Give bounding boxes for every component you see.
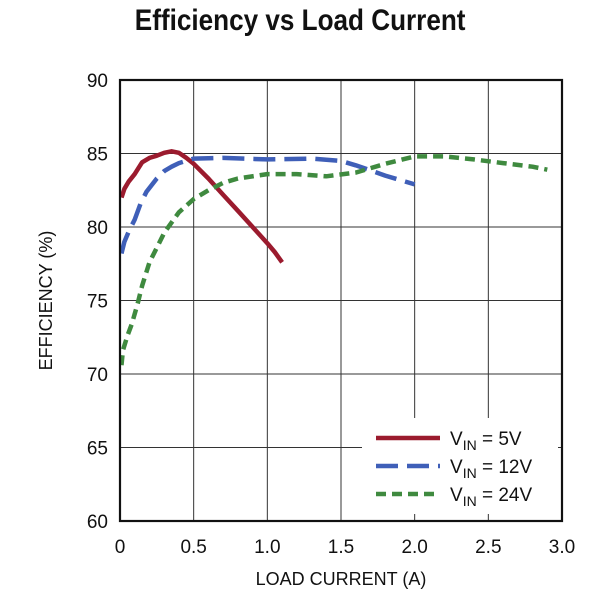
x-tick-label: 1.0 (254, 537, 280, 558)
x-tick-label: 0.5 (180, 537, 206, 558)
y-tick-label: 80 (87, 218, 108, 239)
chart-title: Efficiency vs Load Current (134, 4, 466, 37)
y-tick-label: 65 (87, 439, 108, 460)
x-axis-label: LOAD CURRENT (A) (256, 569, 427, 589)
series-line-2 (119, 155, 416, 255)
y-tick-label: 90 (87, 71, 108, 92)
y-tick-label: 60 (87, 512, 108, 533)
y-tick-label: 85 (87, 145, 108, 166)
plot-frame (118, 78, 564, 523)
y-tick-label: 75 (87, 292, 108, 313)
series-line-1 (119, 149, 284, 264)
legend: VIN = 5V VIN = 12V VIN = 24V (362, 418, 558, 514)
x-tick-label: 2.5 (475, 537, 501, 558)
tick-labels: 0 0.5 1.0 1.5 2.0 2.5 3.0 60 65 70 75 80 85 90 (87, 71, 575, 558)
x-tick-label: 1.5 (328, 537, 354, 558)
x-tick-label: 3.0 (549, 537, 575, 558)
series-lines (119, 149, 548, 366)
x-tick-label: 2.0 (401, 537, 427, 558)
series-line-3 (119, 154, 548, 366)
x-tick-label: 0 (115, 537, 126, 558)
legend-label-1: VIN = 5V (450, 429, 522, 453)
legend-label-3: VIN = 24V (450, 485, 532, 509)
y-tick-label: 70 (87, 365, 108, 386)
legend-label-2: VIN = 12V (450, 457, 532, 481)
y-axis-label: EFFICIENCY (%) (36, 231, 56, 371)
